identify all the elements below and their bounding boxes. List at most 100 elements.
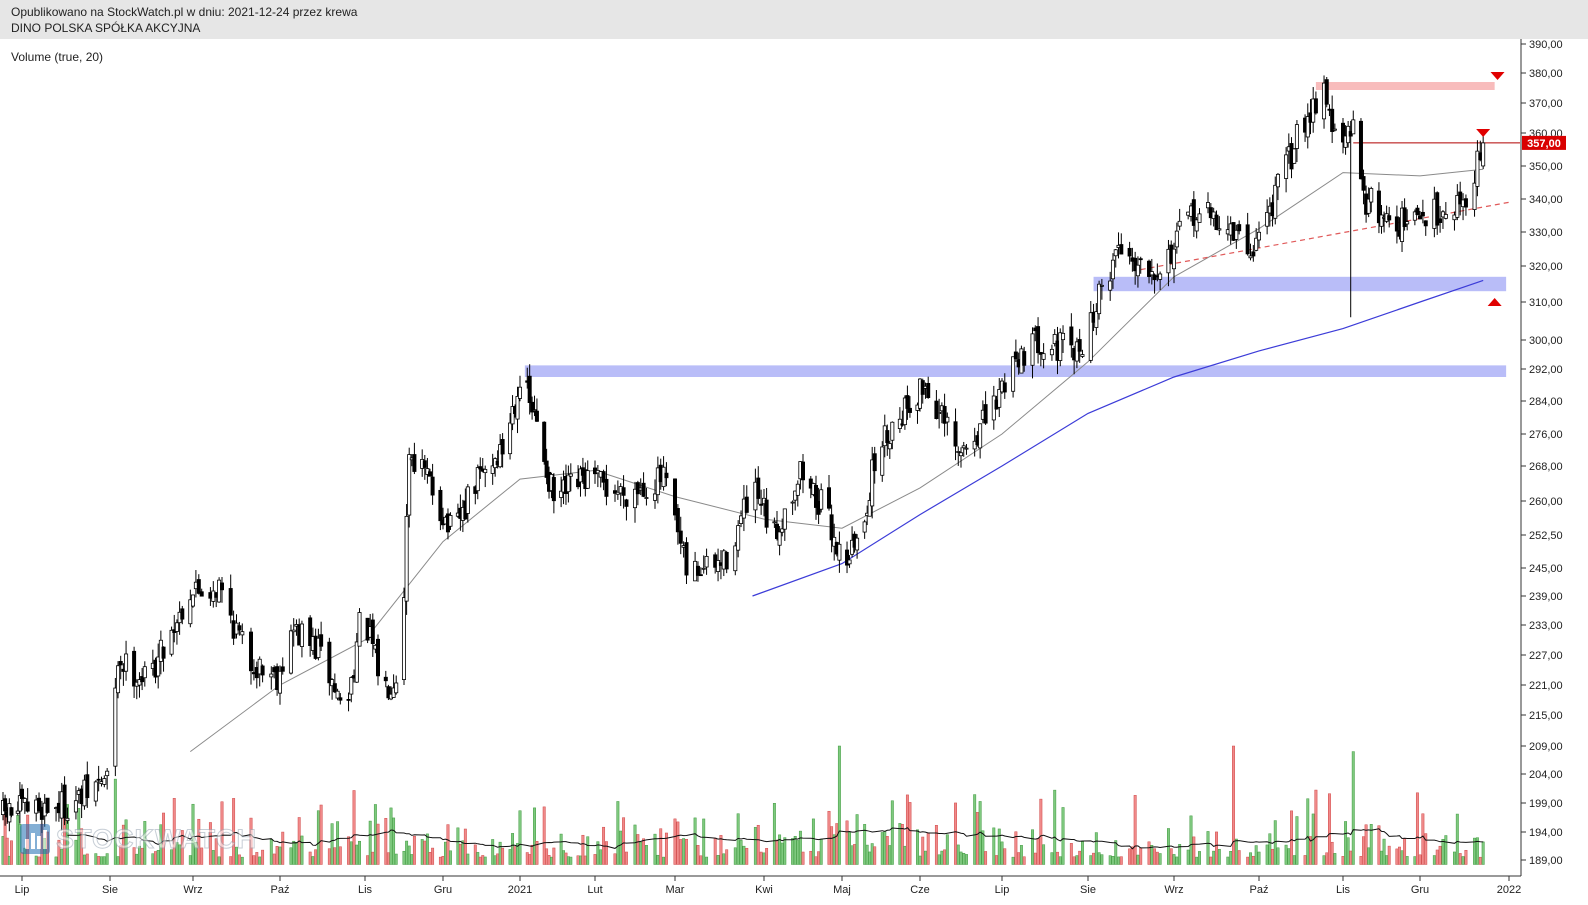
candle-body: [1237, 224, 1242, 232]
volume-bar: [235, 846, 238, 865]
volume-bar: [330, 823, 334, 865]
candle-body: [1418, 215, 1423, 220]
volume-bar: [562, 850, 565, 865]
candle-body: [140, 676, 145, 683]
volume-bar: [662, 856, 666, 865]
volume-bar: [1268, 833, 1272, 865]
volume-bar: [1011, 856, 1015, 865]
candle-body: [1324, 79, 1329, 105]
y-tick-label: 252,50: [1529, 530, 1563, 542]
volume-bar: [498, 841, 502, 865]
volume-bar: [642, 838, 646, 865]
candle: [1257, 221, 1262, 248]
volume-bar: [926, 832, 930, 865]
candle-body: [759, 503, 764, 506]
candle-body: [15, 810, 20, 814]
candle-body: [217, 579, 222, 603]
volume-bar: [1136, 854, 1140, 865]
candle-body: [1438, 218, 1443, 223]
candle-body: [1458, 191, 1463, 205]
candle: [196, 574, 201, 595]
candle-body: [132, 650, 137, 687]
candle-body: [174, 622, 179, 632]
x-tick-label: Kwi: [755, 884, 773, 896]
volume-bar: [119, 845, 123, 865]
candle: [1069, 313, 1074, 358]
candle: [383, 670, 388, 688]
candle: [772, 517, 777, 528]
volume-bar: [1212, 850, 1216, 865]
volume-bar: [308, 851, 312, 865]
volume-bar: [992, 827, 996, 865]
candle-body: [1217, 228, 1222, 231]
volume-bar: [765, 848, 769, 865]
volume-bar: [311, 856, 315, 865]
volume-bar: [593, 854, 597, 865]
candle: [188, 589, 193, 628]
candle-body: [1177, 220, 1182, 227]
candle-body: [156, 656, 161, 677]
candle: [684, 537, 689, 585]
candle: [1254, 228, 1259, 252]
stockwatch-logo-icon: [20, 824, 50, 854]
y-tick-label: 292,00: [1529, 364, 1563, 376]
volume-bar: [94, 853, 98, 865]
volume-bar: [1249, 852, 1252, 865]
candle: [739, 510, 744, 528]
candle: [1237, 220, 1242, 235]
candle-body: [790, 501, 795, 504]
candle-body: [1022, 351, 1027, 366]
candle-body: [780, 528, 785, 533]
candle: [349, 676, 354, 703]
volume-bar: [1075, 855, 1079, 865]
volume-bar: [491, 839, 495, 865]
candle-body: [1387, 215, 1392, 221]
y-tick-label: 268,00: [1529, 461, 1563, 473]
candle-body: [855, 537, 860, 551]
candle: [375, 634, 380, 686]
candle: [1049, 344, 1054, 361]
volume-bar: [916, 829, 919, 865]
volume-indicator-label: Volume (true, 20): [11, 50, 104, 64]
candle-body: [1254, 237, 1259, 251]
volume-bar: [890, 800, 894, 865]
volume-bar: [705, 856, 709, 865]
candle: [673, 478, 678, 521]
y-tick-label: 209,00: [1529, 741, 1563, 753]
sma-long-line: [752, 279, 1484, 597]
volume-bar: [124, 819, 128, 865]
candle: [997, 378, 1002, 417]
candle-body: [601, 471, 606, 483]
candle: [832, 523, 837, 561]
candle-body: [568, 473, 573, 477]
candle: [1341, 117, 1346, 154]
volume-bar: [446, 824, 450, 865]
moving-averages: [190, 168, 1484, 753]
volume-bar: [1108, 855, 1112, 865]
volume-bar: [466, 853, 470, 865]
volume-bar: [191, 803, 195, 865]
volume-bar: [772, 803, 776, 865]
instrument-name: DINO POLSKA SPÓŁKA AKCYJNA: [11, 21, 201, 35]
candle-body: [1435, 192, 1440, 226]
volume-bar: [1061, 807, 1065, 865]
candle-body: [85, 774, 90, 799]
y-tick-label: 215,00: [1529, 710, 1563, 722]
volume-bar: [438, 856, 442, 865]
volume-bar: [653, 833, 657, 865]
volume-bar: [1128, 848, 1132, 865]
volume-bar: [1172, 854, 1176, 865]
candle: [475, 464, 480, 500]
volume-bar: [508, 849, 512, 865]
volume-bar: [333, 847, 337, 865]
candle: [483, 465, 488, 488]
candle-body: [819, 489, 824, 510]
volume-bar: [402, 850, 406, 865]
candle-body: [137, 679, 142, 686]
candle-body: [404, 515, 409, 602]
volume-bar: [984, 851, 988, 865]
candle: [1384, 205, 1389, 224]
volume-bar: [1050, 852, 1054, 865]
candle-body: [237, 625, 242, 631]
